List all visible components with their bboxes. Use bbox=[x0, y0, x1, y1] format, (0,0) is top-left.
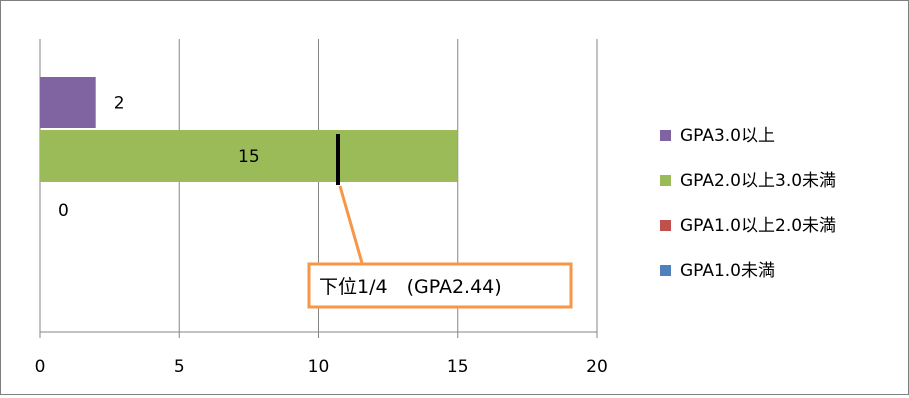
bar-0 bbox=[40, 77, 96, 128]
data-label: 2 bbox=[114, 94, 125, 114]
data-label: 0 bbox=[58, 201, 69, 221]
x-tick-label: 0 bbox=[35, 357, 46, 377]
x-tick-label: 10 bbox=[308, 357, 330, 377]
legend-entry: GPA3.0以上 bbox=[680, 126, 775, 146]
callout-label: 下位1/4 (GPA2.44) bbox=[319, 276, 502, 298]
legend-entry: GPA1.0以上2.0未満 bbox=[680, 216, 836, 236]
legend-swatch bbox=[660, 220, 671, 231]
callout-leader bbox=[338, 185, 364, 264]
legend-swatch bbox=[660, 265, 671, 276]
x-tick-label: 5 bbox=[174, 357, 185, 377]
legend-swatch bbox=[660, 130, 671, 141]
x-tick-label: 15 bbox=[447, 357, 469, 377]
callout-box bbox=[307, 262, 573, 309]
data-label: 15 bbox=[238, 147, 260, 167]
legend-swatch bbox=[660, 175, 671, 186]
bar-1 bbox=[40, 130, 458, 182]
legend-entry: GPA1.0未満 bbox=[680, 261, 775, 281]
legend-entry: GPA2.0以上3.0未満 bbox=[680, 171, 836, 191]
x-tick-label: 20 bbox=[586, 357, 608, 377]
